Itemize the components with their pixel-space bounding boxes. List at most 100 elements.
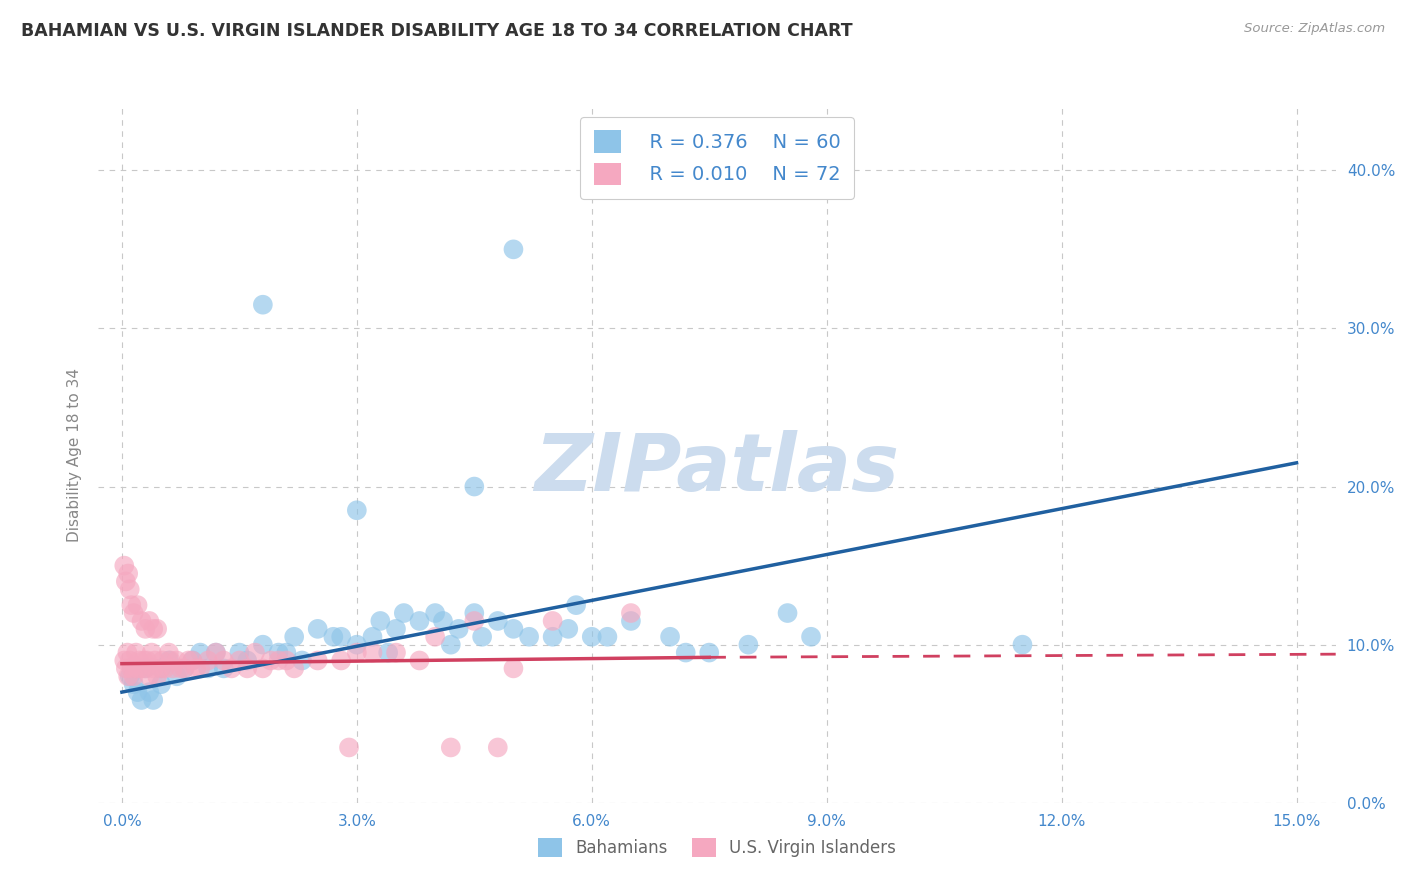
Point (252, 661, 274, 675)
Y-axis label: Disability Age 18 to 34: Disability Age 18 to 34 (67, 368, 83, 542)
Point (377, 646, 399, 660)
Point (440, 638, 463, 652)
Point (408, 653, 430, 667)
Point (136, 653, 159, 667)
Point (346, 503, 368, 517)
Point (118, 669, 141, 683)
Point (502, 243, 524, 257)
Point (169, 661, 191, 675)
Point (675, 646, 697, 660)
Point (800, 630, 823, 644)
Point (697, 646, 720, 660)
Point (142, 661, 165, 675)
Point (471, 630, 494, 644)
Point (205, 646, 228, 660)
Point (131, 661, 153, 675)
Point (276, 653, 298, 667)
Point (132, 653, 155, 667)
Point (447, 622, 470, 636)
Point (212, 653, 235, 667)
Point (283, 661, 305, 675)
Point (228, 646, 250, 660)
Point (134, 661, 156, 675)
Point (423, 606, 446, 620)
Point (117, 669, 139, 683)
Point (291, 653, 314, 667)
Point (166, 669, 188, 683)
Point (283, 630, 305, 644)
Point (173, 661, 195, 675)
Point (236, 661, 259, 675)
Point (131, 614, 153, 628)
Point (267, 653, 290, 667)
Point (581, 630, 603, 644)
Point (228, 653, 250, 667)
Point (267, 646, 290, 660)
Point (118, 653, 141, 667)
Point (122, 677, 145, 691)
Point (463, 606, 485, 620)
Point (112, 558, 135, 573)
Point (128, 653, 150, 667)
Point (146, 622, 169, 636)
Point (197, 661, 219, 675)
Point (177, 653, 200, 667)
Point (370, 614, 392, 628)
Point (276, 646, 298, 660)
Point (463, 479, 485, 493)
Point (408, 614, 430, 628)
Point (118, 582, 141, 597)
Point (776, 606, 799, 620)
Point (117, 566, 139, 581)
Point (517, 630, 540, 644)
Point (138, 685, 160, 699)
Point (463, 614, 485, 628)
Point (205, 646, 228, 660)
Point (197, 653, 219, 667)
Point (173, 661, 195, 675)
Point (346, 646, 368, 660)
Point (120, 598, 142, 612)
Point (142, 693, 165, 707)
Point (142, 622, 165, 636)
Point (252, 638, 274, 652)
Point (150, 661, 173, 675)
Point (252, 298, 274, 312)
Point (120, 661, 142, 675)
Point (486, 740, 509, 755)
Point (153, 661, 176, 675)
Point (212, 661, 235, 675)
Legend: Bahamians, U.S. Virgin Islanders: Bahamians, U.S. Virgin Islanders (531, 831, 903, 864)
Point (141, 646, 163, 660)
Point (114, 574, 136, 589)
Point (117, 646, 139, 660)
Point (181, 653, 204, 667)
Point (134, 622, 156, 636)
Point (565, 598, 588, 612)
Point (596, 630, 619, 644)
Point (392, 606, 415, 620)
Point (346, 638, 368, 652)
Point (659, 630, 682, 644)
Point (557, 622, 579, 636)
Point (152, 653, 174, 667)
Point (150, 661, 173, 675)
Point (260, 653, 283, 667)
Point (361, 630, 384, 644)
Point (127, 598, 149, 612)
Point (138, 614, 160, 628)
Point (186, 661, 208, 675)
Point (150, 677, 173, 691)
Point (423, 630, 446, 644)
Point (162, 661, 184, 675)
Point (131, 693, 153, 707)
Point (620, 606, 643, 620)
Point (157, 646, 180, 660)
Text: Source: ZipAtlas.com: Source: ZipAtlas.com (1244, 22, 1385, 36)
Point (432, 614, 454, 628)
Point (181, 653, 204, 667)
Text: ZIPatlas: ZIPatlas (534, 430, 900, 508)
Point (159, 653, 181, 667)
Text: BAHAMIAN VS U.S. VIRGIN ISLANDER DISABILITY AGE 18 TO 34 CORRELATION CHART: BAHAMIAN VS U.S. VIRGIN ISLANDER DISABIL… (21, 22, 852, 40)
Point (122, 606, 145, 620)
